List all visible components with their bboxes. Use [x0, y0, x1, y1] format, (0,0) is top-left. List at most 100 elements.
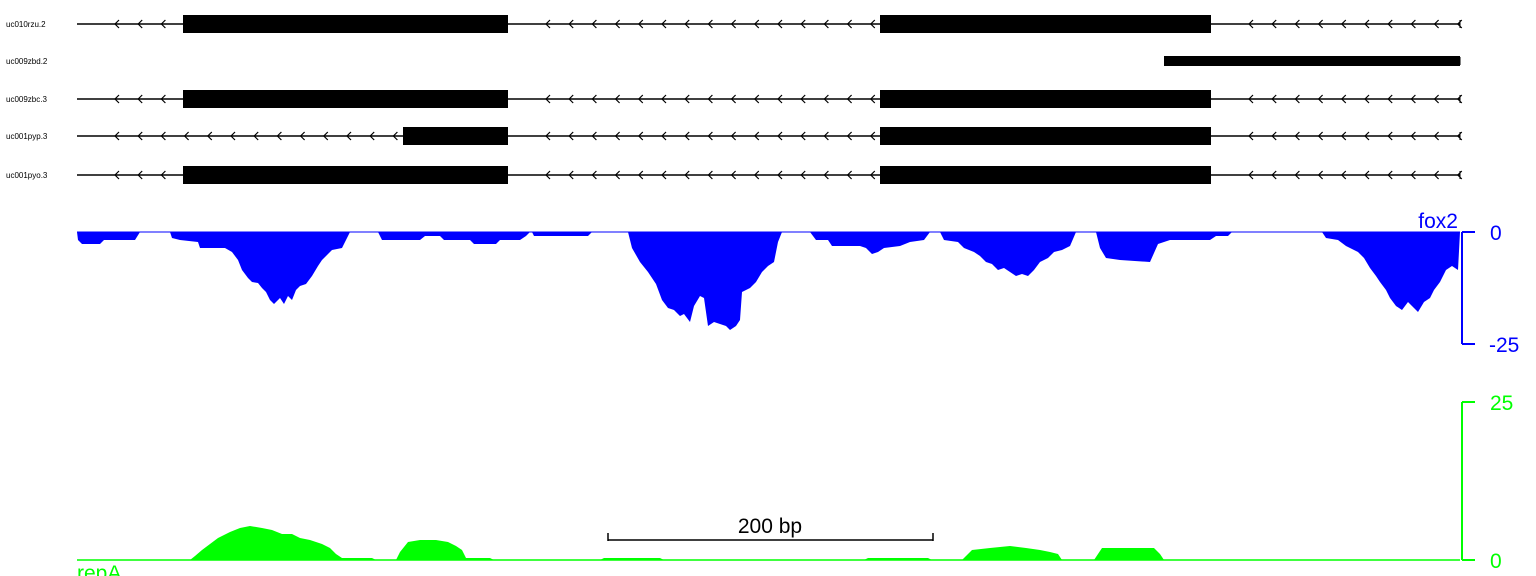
- strand-arrow: [730, 131, 737, 141]
- strand-arrow: [800, 170, 806, 180]
- strand-arrow: [637, 131, 644, 141]
- strand-arrow: [369, 131, 375, 141]
- strand-arrow: [684, 170, 690, 180]
- strand-arrow: [1294, 131, 1300, 141]
- strand-arrow: [1387, 170, 1393, 180]
- strand-arrow: [276, 131, 282, 141]
- strand-arrow: [869, 131, 876, 141]
- exon-block: [880, 166, 1211, 184]
- exon-block: [183, 90, 508, 108]
- strand-arrow: [753, 131, 760, 141]
- strand-arrow: [568, 94, 574, 104]
- strand-arrow: [869, 94, 876, 104]
- scale-bar: 200 bp: [607, 515, 934, 541]
- strand-arrow: [137, 94, 143, 104]
- strand-arrow: [637, 94, 644, 104]
- strand-arrow: [869, 170, 876, 180]
- strand-arrow: [637, 19, 644, 29]
- strand-arrow: [545, 94, 551, 104]
- gene-name-label: uc010rzu.2: [6, 20, 46, 29]
- strand-arrow: [869, 19, 876, 29]
- repA-axis-bottom-label: 0: [1490, 550, 1502, 573]
- strand-arrow: [114, 170, 120, 180]
- strand-arrow: [730, 19, 737, 29]
- strand-arrow: [1387, 94, 1393, 104]
- strand-arrow: [114, 19, 120, 29]
- strand-arrow: [1364, 94, 1370, 104]
- strand-arrow: [707, 94, 713, 104]
- gene-row[interactable]: uc010rzu.2: [6, 15, 1463, 33]
- strand-arrow: [1433, 94, 1440, 104]
- gene-row[interactable]: uc009zbc.3: [6, 90, 1463, 108]
- strand-arrow: [661, 131, 667, 141]
- strand-arrow: [1248, 19, 1254, 29]
- strand-arrow: [160, 19, 166, 29]
- strand-arrow: [661, 19, 667, 29]
- strand-arrow: [614, 19, 621, 29]
- strand-arrow: [661, 170, 667, 180]
- strand-arrow: [684, 131, 690, 141]
- gene-row[interactable]: uc001pyp.3: [6, 127, 1463, 145]
- strand-arrow: [299, 131, 306, 141]
- strand-arrow: [753, 19, 760, 29]
- strand-arrow: [846, 170, 853, 180]
- fox2-signal-track: fox2 0 -25: [77, 210, 1519, 357]
- strand-arrow: [800, 19, 806, 29]
- strand-arrow: [545, 131, 551, 141]
- strand-arrow: [1271, 19, 1277, 29]
- exon-block: [880, 127, 1211, 145]
- strand-arrow: [591, 170, 597, 180]
- strand-arrow: [137, 131, 143, 141]
- strand-arrow: [1410, 170, 1416, 180]
- gene-row[interactable]: uc001pyo.3: [6, 166, 1463, 184]
- strand-arrow: [1433, 131, 1440, 141]
- strand-arrow: [1410, 131, 1416, 141]
- strand-arrow: [730, 170, 737, 180]
- strand-arrow: [661, 94, 667, 104]
- gene-row[interactable]: uc009zbd.2: [6, 56, 1461, 66]
- strand-arrow: [1294, 19, 1300, 29]
- fox2-track-label: fox2: [1418, 210, 1458, 233]
- strand-arrow: [753, 170, 760, 180]
- strand-arrow: [823, 94, 829, 104]
- strand-arrow: [183, 131, 190, 141]
- strand-arrow: [1248, 94, 1254, 104]
- strand-arrow: [137, 19, 143, 29]
- strand-arrow: [1271, 131, 1277, 141]
- exon-block: [183, 15, 508, 33]
- fox2-signal-area: [77, 232, 1460, 330]
- strand-arrow: [1433, 170, 1440, 180]
- strand-arrow: [823, 19, 829, 29]
- exon-block: [183, 166, 508, 184]
- strand-arrow: [1364, 170, 1370, 180]
- strand-arrow: [591, 19, 597, 29]
- strand-arrow: [591, 131, 597, 141]
- strand-arrow: [800, 94, 806, 104]
- strand-arrow: [777, 19, 783, 29]
- gene-name-label: uc001pyo.3: [6, 171, 48, 180]
- strand-arrow: [1433, 19, 1440, 29]
- strand-arrow: [1294, 170, 1300, 180]
- strand-arrow: [1364, 131, 1370, 141]
- repA-signal-track: repA 25 0: [77, 392, 1513, 576]
- strand-arrow: [753, 94, 760, 104]
- strand-arrow: [1387, 19, 1393, 29]
- strand-arrow: [545, 170, 551, 180]
- repA-axis-top-label: 25: [1490, 392, 1513, 415]
- strand-arrow: [777, 131, 783, 141]
- gene-name-label: uc001pyp.3: [6, 132, 48, 141]
- strand-arrow: [1317, 170, 1324, 180]
- strand-arrow: [1317, 131, 1324, 141]
- strand-arrow: [568, 170, 574, 180]
- strand-arrow: [1340, 131, 1347, 141]
- strand-arrow: [707, 19, 713, 29]
- strand-arrow: [614, 94, 621, 104]
- strand-arrow: [1317, 94, 1324, 104]
- strand-arrow: [1294, 94, 1300, 104]
- strand-arrow: [800, 131, 806, 141]
- strand-arrow: [1410, 94, 1416, 104]
- strand-arrow: [707, 131, 713, 141]
- strand-arrow: [1248, 131, 1254, 141]
- strand-arrow: [730, 94, 737, 104]
- strand-arrow: [253, 131, 259, 141]
